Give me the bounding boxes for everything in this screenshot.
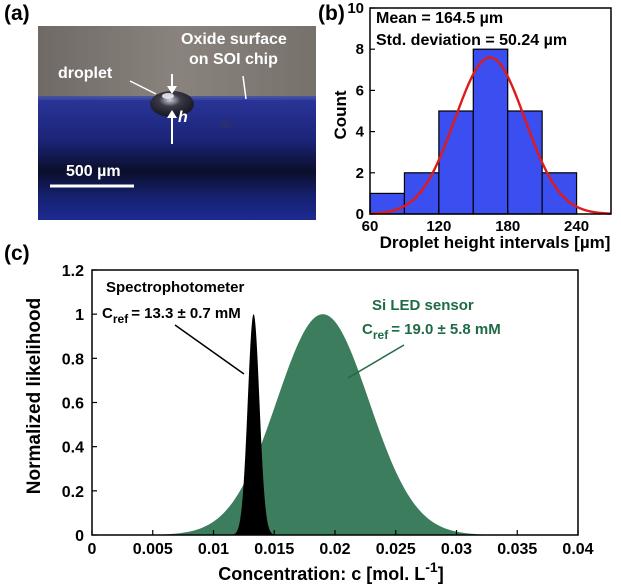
histogram-bar [438, 110, 474, 215]
y-tick-label: 0 [356, 206, 364, 223]
y-tick-label: 0.8 [62, 351, 84, 368]
y-tick-label: 0 [75, 528, 84, 545]
panel-label-a: (a) [4, 2, 30, 25]
histogram-bar [472, 48, 509, 215]
x-tick-label: 0.035 [497, 541, 537, 558]
x-tick-label: 0.015 [254, 541, 294, 558]
histogram-bar [403, 172, 440, 215]
histogram-bar [507, 110, 543, 215]
height-label: h [178, 109, 188, 126]
histogram-frame [369, 7, 612, 215]
surface-label-2: on SOI chip [189, 51, 278, 68]
y-tick-label: 2 [356, 165, 364, 182]
droplet-photo: droplet Oxide surface on SOI chip h 500 … [38, 26, 316, 220]
likelihood-y-label: Normalized likelihood [24, 298, 45, 494]
y-tick-label: 1 [75, 307, 84, 324]
x-tick-label: 0.005 [133, 541, 173, 558]
led-sensor-curve [92, 314, 578, 535]
x-tick-label: 0.025 [376, 541, 416, 558]
likelihood-chart: Normalized likelihood Concentration: c [… [24, 263, 594, 584]
y-tick-label: 1.2 [62, 263, 84, 280]
spectrophotometer-curve [224, 314, 283, 535]
x-tick-label: 240 [564, 218, 589, 235]
led-sensor-label: Si LED sensor [372, 297, 474, 314]
likelihood-x-label: Concentration: c [mol. L-1] [218, 559, 443, 584]
x-tick-label: 0.02 [319, 541, 350, 558]
y-tick-label: 0.6 [62, 396, 84, 413]
y-tick-label: 4 [356, 124, 365, 141]
spectrophotometer-pointer [174, 324, 245, 375]
spectrophotometer-label: Spectrophotometer [106, 279, 245, 296]
x-tick-label: 180 [495, 218, 520, 235]
histogram-y-label: Count [331, 90, 350, 139]
gaussian-fit-line [369, 56, 612, 215]
x-tick-label: 0.04 [562, 541, 593, 558]
std-annotation: Std. deviation = 50.24 µm [376, 32, 567, 49]
droplet-shape [150, 91, 194, 117]
panel-label-b: (b) [318, 2, 345, 25]
x-tick-label: 0.01 [198, 541, 229, 558]
histogram-x-label: Droplet height intervals [µm] [380, 233, 611, 252]
surface-label-1: Oxide surface [181, 31, 287, 48]
led-sensor-cref: Cref = 19.0 ± 5.8 mM [362, 321, 501, 342]
spectrophotometer-cref: Cref = 13.3 ± 0.7 mM [102, 305, 241, 326]
droplet-label: droplet [58, 65, 113, 82]
histogram-chart: Mean = 164.5 µm Std. deviation = 50.24 µ… [331, 0, 612, 252]
scale-bar-label: 500 µm [66, 163, 121, 180]
x-tick-label: 120 [426, 218, 451, 235]
y-tick-label: 0.2 [62, 484, 84, 501]
y-tick-label: 8 [356, 41, 364, 58]
panel-label-c: (c) [4, 242, 30, 265]
x-tick-label: 0 [88, 541, 97, 558]
y-tick-label: 6 [356, 82, 364, 99]
led-sensor-pointer [347, 344, 405, 379]
x-tick-label: 60 [362, 218, 379, 235]
mean-annotation: Mean = 164.5 µm [376, 10, 503, 27]
x-tick-label: 0.03 [441, 541, 472, 558]
y-tick-label: 10 [347, 0, 364, 17]
y-tick-label: 0.4 [62, 440, 84, 457]
